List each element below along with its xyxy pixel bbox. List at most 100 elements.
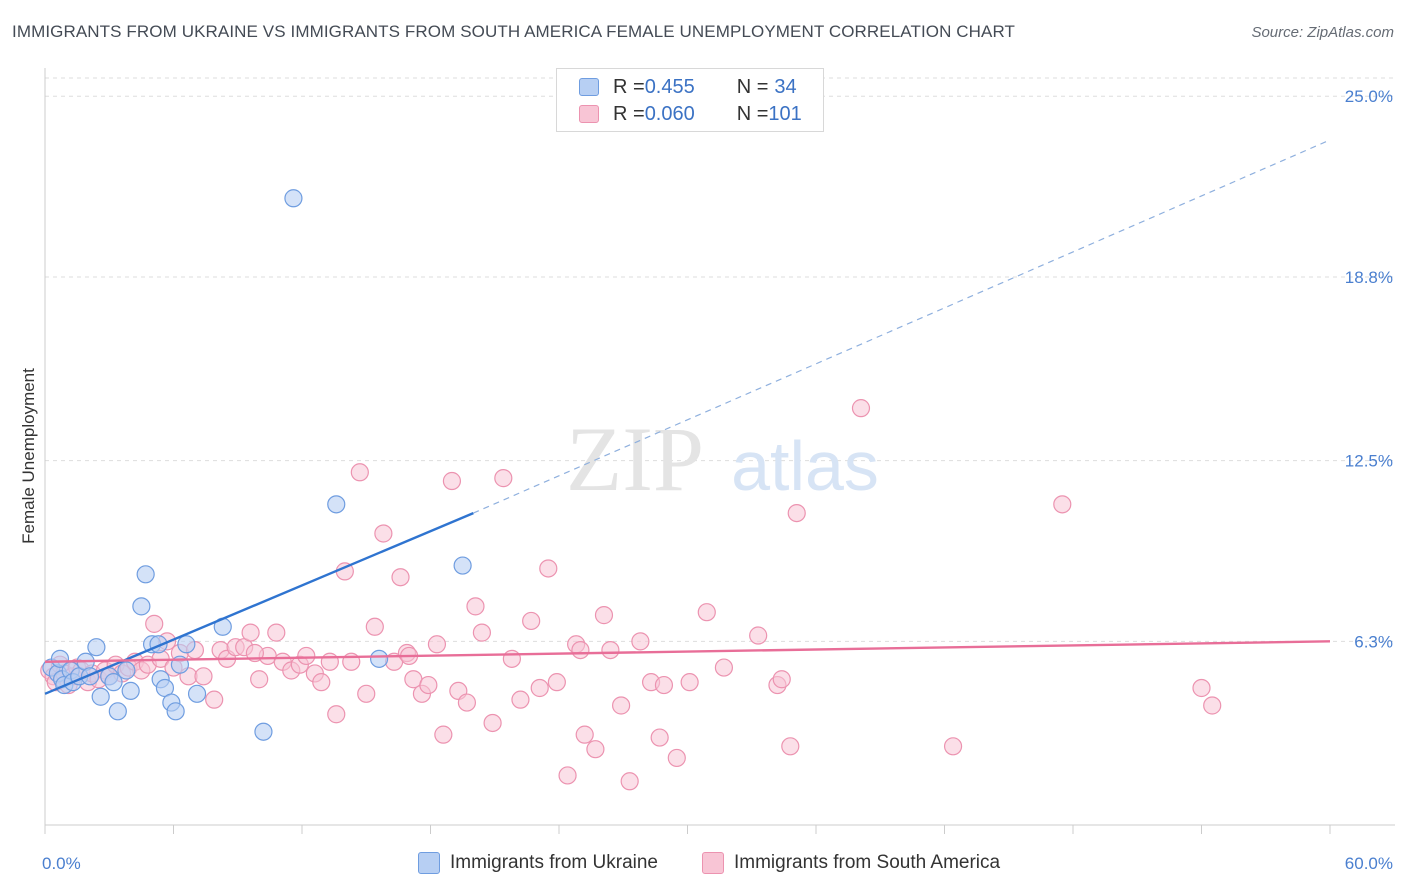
ukraine-point	[187, 684, 207, 703]
series-ukraine-points	[42, 189, 472, 741]
south-america-point	[612, 696, 631, 715]
south-america-point	[530, 678, 549, 698]
ukraine-trend-line	[44, 511, 474, 695]
ukraine-point	[453, 556, 472, 575]
legend-label-ukraine: Immigrants from Ukraine	[450, 852, 658, 873]
south-america-point	[427, 635, 447, 654]
south-america-point	[781, 737, 800, 756]
south-america-point	[466, 597, 485, 616]
south-america-point	[772, 670, 791, 689]
south-america-point	[483, 713, 502, 733]
ukraine-point	[87, 638, 106, 657]
source-credit: Source: ZipAtlas.com	[1251, 24, 1394, 41]
n-label: N =	[736, 102, 769, 125]
ukraine-point	[370, 649, 389, 668]
south-america-point	[571, 640, 590, 660]
south-america-point	[502, 649, 521, 668]
y-axis-title: Female Unemployment	[19, 368, 38, 544]
south-america-point	[434, 725, 453, 744]
r-label: R =	[613, 102, 645, 125]
ukraine-point	[254, 722, 273, 741]
south-america-point	[539, 559, 558, 578]
watermark-atlas: atlas	[731, 427, 879, 505]
legend-label-south-america: Immigrants from South America	[734, 852, 1001, 873]
trend-lines	[44, 139, 1331, 695]
x-tick-label: 60.0%	[1345, 854, 1393, 873]
y-tick-label: 6.3%	[1354, 632, 1393, 651]
south-america-point	[511, 690, 530, 709]
south-america-point	[205, 690, 224, 709]
south-america-point	[680, 673, 699, 692]
r-value: 0.060	[644, 102, 695, 125]
ukraine-point	[177, 635, 196, 654]
ukraine-point	[121, 681, 140, 701]
legend-row-south-america: R = 0.060 N = 101	[579, 102, 802, 126]
ukraine-point	[166, 702, 185, 721]
south-america-point	[522, 611, 541, 631]
south-america-point	[297, 646, 316, 666]
south-america-point	[494, 469, 513, 488]
south-america-point	[419, 675, 438, 695]
south-america-point	[667, 748, 686, 768]
south-america-point	[145, 614, 164, 633]
ukraine-point	[327, 495, 346, 514]
south-america-point	[312, 673, 331, 692]
south-america-point	[714, 658, 734, 677]
legend-item-ukraine: Immigrants from Ukraine	[418, 852, 658, 874]
n-value: 34	[774, 75, 797, 98]
south-america-legend-swatch	[702, 852, 724, 874]
south-america-point	[631, 632, 650, 651]
south-america-point	[457, 693, 477, 712]
south-america-swatch	[579, 105, 599, 123]
south-america-point	[594, 606, 614, 625]
south-america-point	[851, 399, 871, 418]
y-tick-label: 18.8%	[1345, 268, 1393, 287]
ukraine-swatch	[579, 78, 599, 96]
ukraine-point	[136, 565, 155, 584]
south-america-point	[575, 725, 594, 744]
south-america-point	[194, 667, 213, 686]
r-label: R =	[613, 75, 645, 98]
south-america-point	[601, 640, 620, 660]
legend-item-south-america: Immigrants from South America	[702, 852, 1000, 874]
south-america-point	[697, 603, 716, 622]
south-america-point	[654, 675, 674, 695]
ukraine-point	[91, 687, 110, 706]
south-america-point	[547, 673, 566, 692]
ukraine-point	[108, 702, 127, 721]
tick-labels: 6.3% 12.5% 18.8% 25.0% 0.0% 60.0%	[42, 87, 1393, 873]
south-america-point	[620, 772, 639, 791]
axes	[44, 68, 1395, 834]
correlation-legend: R = 0.455 N = 34 R = 0.060 N = 101	[556, 68, 824, 132]
watermark-zip: ZIP	[566, 408, 704, 510]
ukraine-point	[50, 649, 70, 668]
south-america-point	[357, 684, 376, 703]
south-america-point	[586, 740, 605, 759]
south-america-point	[327, 705, 346, 724]
ukraine-point	[117, 661, 136, 680]
legend-row-ukraine: R = 0.455 N = 34	[579, 75, 797, 99]
south-america-point	[391, 568, 410, 587]
south-america-point	[250, 670, 269, 689]
y-tick-label: 25.0%	[1345, 87, 1393, 106]
south-america-point	[320, 652, 339, 671]
x-tick-label: 0.0%	[42, 854, 81, 873]
y-tick-label: 12.5%	[1345, 452, 1393, 471]
grid-lines	[45, 77, 1395, 642]
south-america-point	[374, 524, 393, 543]
south-america-trend-line	[44, 640, 1331, 663]
ukraine-trend-extension	[473, 139, 1331, 514]
n-label: N =	[736, 75, 769, 98]
ukraine-point	[132, 597, 151, 616]
south-america-point	[1053, 495, 1072, 514]
series-legend: Immigrants from Ukraine Immigrants from …	[0, 852, 1406, 878]
south-america-point	[650, 728, 669, 747]
south-america-point	[558, 766, 577, 785]
ukraine-point	[104, 673, 123, 692]
south-america-point	[241, 623, 260, 642]
r-value: 0.455	[644, 75, 695, 98]
n-value: 101	[768, 102, 802, 125]
south-america-point	[1192, 678, 1211, 698]
south-america-point	[350, 463, 369, 482]
